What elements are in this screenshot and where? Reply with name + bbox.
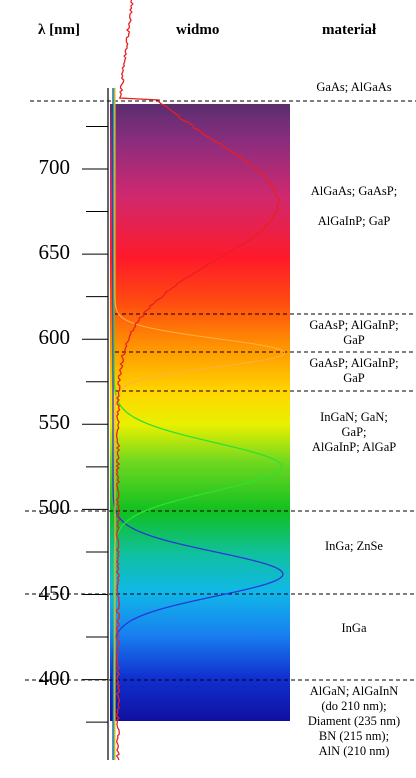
tick-label: 650	[38, 240, 71, 265]
material-entry: GaAs; AlGaAs	[292, 80, 416, 95]
material-line: AlGaInP; AlGaP	[311, 440, 397, 454]
material-line: InGa	[341, 621, 367, 635]
material-entry: AlGaAs; GaAsP; AlGaInP; GaP	[292, 184, 416, 229]
red-emission-curve	[115, 0, 280, 761]
material-line: AlGaAs; GaAsP;	[310, 184, 398, 198]
material-line: InGaN; GaN;	[320, 410, 388, 424]
material-entry: InGa; ZnSe	[292, 539, 416, 554]
tick-label: 450	[38, 580, 71, 605]
material-header: materiał	[322, 22, 377, 38]
material-line: GaAsP; AlGaInP;	[309, 318, 399, 332]
material-line: GaP	[343, 333, 365, 347]
spectrum-band	[110, 104, 290, 721]
material-line: GaAsP; AlGaInP;	[309, 356, 399, 370]
material-line	[292, 199, 416, 214]
tick-label: 400	[38, 665, 71, 690]
tick-label: 600	[38, 325, 71, 350]
material-line: GaAs; AlGaAs	[316, 80, 392, 94]
material-entry: InGaN; GaN; GaP; AlGaInP; AlGaP	[292, 410, 416, 455]
material-line: AlGaInP; GaP	[317, 214, 391, 228]
orange-emission-curve	[114, 88, 286, 760]
material-entry: AlGaN; AlGaInN (do 210 nm); Diament (235 n…	[292, 684, 416, 759]
lambda-axis-header: λ [nm]	[38, 22, 80, 38]
material-line: GaP;	[341, 425, 367, 439]
material-entry: GaAsP; AlGaInP; GaP	[292, 318, 416, 348]
material-line: GaP	[343, 371, 365, 385]
axis-ticks	[82, 125, 108, 723]
material-line: (do 210 nm);	[321, 699, 387, 713]
spectrum-header: widmo	[176, 22, 220, 38]
material-line: Diament (235 nm)	[307, 714, 401, 728]
tick-label: 550	[38, 410, 71, 435]
material-line: InGa; ZnSe	[325, 539, 383, 553]
material-line: AlN (210 nm)	[318, 744, 390, 758]
material-entry: GaAsP; AlGaInP; GaP	[292, 356, 416, 386]
tick-label: 700	[38, 155, 71, 179]
material-entry: InGa	[292, 621, 416, 636]
tick-label: 500	[38, 495, 71, 520]
green-emission-curve	[113, 88, 283, 760]
material-line: AlGaN; AlGaInN	[309, 684, 399, 698]
material-line: BN (215 nm);	[318, 729, 390, 743]
